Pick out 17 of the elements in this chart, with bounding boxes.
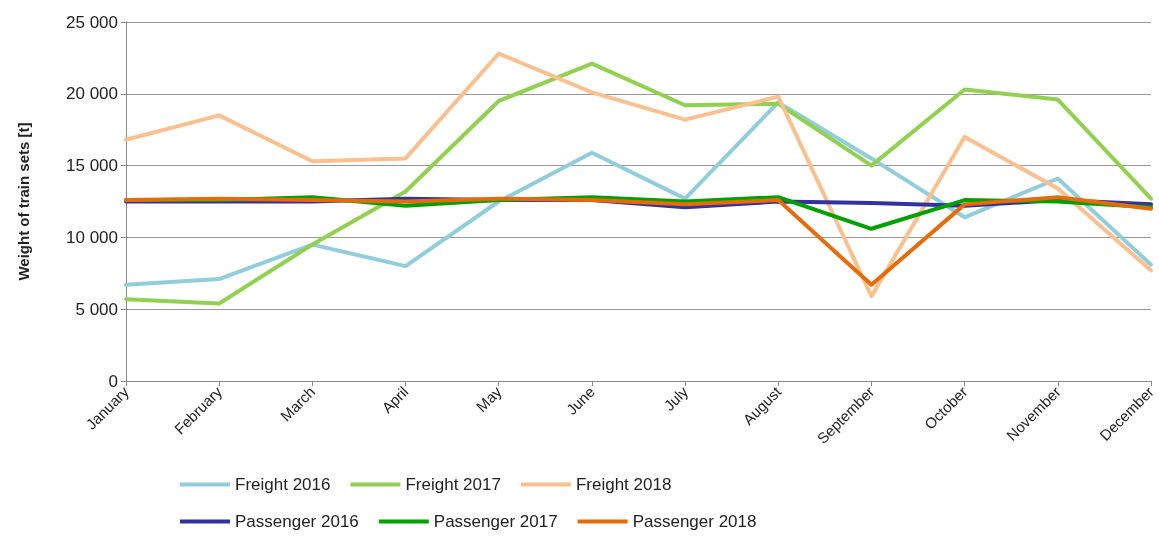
y-tick-label: 20 000: [66, 84, 118, 104]
x-tick-label: July: [660, 382, 692, 414]
y-tick-label: 10 000: [66, 227, 118, 247]
legend-label: Freight 2017: [405, 475, 501, 494]
y-axis-title: Weight of train sets [t]: [15, 122, 32, 281]
y-tick-label: 25 000: [66, 12, 118, 32]
line-series: [124, 100, 1153, 287]
legend-label: Passenger 2018: [632, 512, 757, 531]
y-tick-label: 5 000: [75, 299, 118, 319]
y-tick-label: 0: [108, 371, 118, 391]
y-tick-label: 15 000: [66, 156, 118, 176]
line-series: [124, 195, 1153, 287]
legend-label: Passenger 2017: [433, 512, 558, 531]
legend-label: Freight 2018: [575, 475, 672, 494]
legend-label: Freight 2016: [235, 475, 331, 494]
x-tick-label: May: [472, 382, 506, 416]
legend-label: Passenger 2016: [235, 512, 359, 531]
